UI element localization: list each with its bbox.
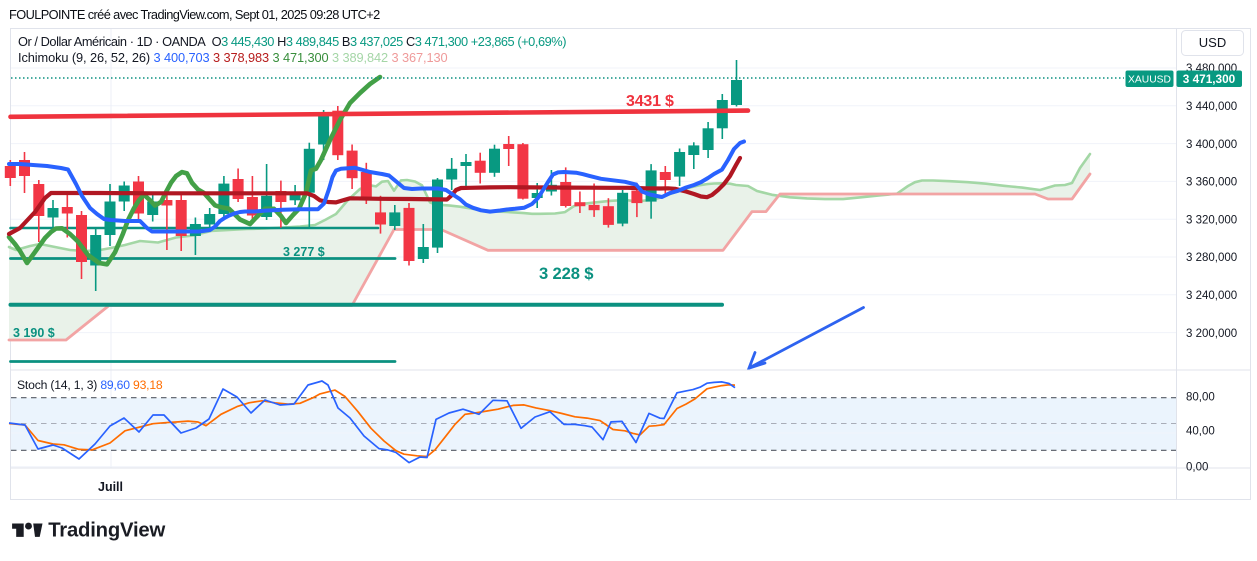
svg-text:3 320,000: 3 320,000 bbox=[1186, 214, 1237, 226]
svg-text:TradingView: TradingView bbox=[48, 520, 165, 542]
svg-text:3 280,000: 3 280,000 bbox=[1186, 252, 1237, 264]
svg-text:40,00: 40,00 bbox=[1186, 425, 1215, 437]
svg-text:3 200,000: 3 200,000 bbox=[1186, 328, 1237, 340]
svg-text:XAUUSD: XAUUSD bbox=[1128, 74, 1171, 85]
svg-text:Or / Dollar Américain · 1D · O: Or / Dollar Américain · 1D · OANDA O3 44… bbox=[18, 34, 566, 49]
svg-text:Stoch (14, 1, 3) 89,60 93,18: Stoch (14, 1, 3) 89,60 93,18 bbox=[17, 378, 163, 392]
svg-text:3 471,300: 3 471,300 bbox=[1183, 72, 1236, 86]
svg-text:FOULPOINTE créé avec TradingVi: FOULPOINTE créé avec TradingView.com, Se… bbox=[9, 7, 380, 22]
svg-text:3 440,000: 3 440,000 bbox=[1186, 101, 1237, 113]
svg-text:3 277 $: 3 277 $ bbox=[283, 245, 325, 259]
svg-text:3 360,000: 3 360,000 bbox=[1186, 177, 1237, 189]
svg-text:3 240,000: 3 240,000 bbox=[1186, 290, 1237, 302]
svg-text:Ichimoku (9, 26, 52, 26) 3 400: Ichimoku (9, 26, 52, 26) 3 400,703 3 378… bbox=[18, 50, 448, 65]
svg-text:80,00: 80,00 bbox=[1186, 392, 1215, 404]
svg-text:3 190 $: 3 190 $ bbox=[13, 326, 55, 340]
svg-text:3 400,000: 3 400,000 bbox=[1186, 139, 1237, 151]
svg-text:USD: USD bbox=[1199, 35, 1226, 50]
svg-text:Juill: Juill bbox=[98, 480, 123, 494]
svg-text:3 228 $: 3 228 $ bbox=[539, 264, 593, 283]
svg-text:3431 $: 3431 $ bbox=[626, 93, 674, 110]
svg-text:0,00: 0,00 bbox=[1186, 462, 1208, 474]
